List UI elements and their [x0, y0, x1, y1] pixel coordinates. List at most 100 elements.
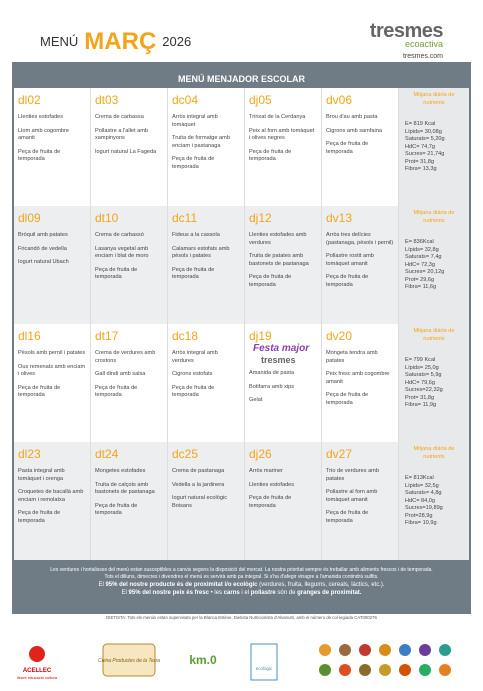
- day-label: dv27: [326, 447, 353, 461]
- note-segment: 95% del nostre peix és fresc: [128, 590, 209, 597]
- day-cell: dl02 Llenties estofades Llom amb cogombre …: [14, 88, 91, 206]
- nutrient: Fibra= 11,9g: [405, 402, 437, 409]
- year: 2026: [162, 34, 192, 49]
- brand-name: tresmes: [369, 20, 444, 42]
- dish: Crema de verdures amb crostons: [95, 350, 156, 364]
- week-row: dl16 Pèsols amb pernil i patates Ous remen…: [14, 324, 469, 442]
- day-label: dv06: [326, 93, 353, 107]
- day-cell: dt10 Crema de carbassó Lasanya vegetal amb…: [91, 206, 168, 324]
- day-cell: dj19 Festa major tresmes Amanida de pasta Bo…: [245, 324, 322, 442]
- day-cell: dj05 Trinxat de la Cerdanya Peix al forn a…: [245, 88, 322, 206]
- dish: Mongeta tendra amb patates: [326, 350, 378, 364]
- day-label: dc18: [172, 329, 199, 343]
- note-segment: i el: [239, 590, 251, 597]
- dish: Peça de fruita de temporada: [172, 266, 215, 281]
- day-cell: dj26 Arròs mariner Llenties estofades Peça …: [245, 442, 322, 560]
- dish: Fideus a la cassola: [172, 232, 220, 239]
- note: Tots el dilluns, dimecres i divendres el…: [22, 574, 461, 581]
- day-label: dt17: [95, 329, 119, 343]
- nutrient: E= 799 Kcal: [405, 357, 436, 364]
- note-segment: El: [98, 582, 106, 588]
- nutrient: Lípids= 30,08g: [405, 128, 442, 135]
- dish: Peça de fruita de temporada: [18, 148, 61, 163]
- dish: Gelat: [249, 397, 263, 404]
- dish: Peça de fruita de temporada: [326, 510, 369, 524]
- dish: Croquetes de bacallà amb enciam i remola…: [18, 489, 84, 503]
- day-cell: dv06 Brou d'au amb pasta Cigrons amb samfa…: [322, 88, 399, 206]
- day-label: dv20: [326, 329, 353, 343]
- logo-icon: [250, 643, 278, 681]
- note-segment: • les: [208, 590, 224, 597]
- nutrient: Fibra= 10,9g: [405, 520, 437, 527]
- note: Les verdures i hortalisses del menú esta…: [22, 567, 461, 574]
- nutrient: Sucres= 20,12g: [405, 269, 445, 276]
- nutrient: Lípids= 25,0g: [405, 364, 439, 371]
- dish: Fricandó de vedella: [18, 245, 67, 252]
- note-segment: 95% del nostre producte és de proximitat…: [105, 582, 258, 588]
- dish: Crema de pastanaga: [172, 468, 225, 475]
- title: MENÚ MARÇ 2026: [40, 28, 191, 56]
- dish: Calamars estofats amb pèsols i patates: [172, 245, 230, 260]
- dish: Arròs tres delícies (pastanaga, pèsols i…: [326, 232, 394, 246]
- note-segment: són de: [275, 590, 298, 597]
- dish: Crema de carbassó: [95, 232, 144, 239]
- nutrient: Saturats= 4,8g: [405, 490, 442, 497]
- day-label: dt24: [95, 447, 119, 461]
- nutrient: E= 836Kcal: [405, 239, 434, 246]
- dish: Peça de fruita de temporada: [172, 156, 215, 170]
- day-cell: dc25 Crema de pastanaga Vedella a la jardi…: [168, 442, 245, 560]
- dish: Arròs integral amb tomàquet: [172, 114, 218, 128]
- dish: Peix fresc amb cogombre amanit: [326, 371, 390, 385]
- dish: Brou d'au amb pasta: [326, 114, 378, 121]
- day-cell: dt24 Mongetes estofades Truita de calçots …: [91, 442, 168, 560]
- dish: Pèsols amb pernil i patates: [18, 350, 86, 357]
- day-label: dc04: [172, 93, 199, 107]
- note-segment: pollastre: [250, 590, 276, 597]
- logo-text: km.0: [189, 653, 217, 667]
- note: El 95% del nostre peix és fresc • les ca…: [22, 589, 461, 597]
- menu-table: MENÚ MENJADOR ESCOLAR dl02 Llenties estof…: [12, 62, 471, 562]
- day-label: dt10: [95, 211, 119, 225]
- table-title: MENÚ MENJADOR ESCOLAR: [177, 74, 305, 84]
- dish: Cigrons estofats: [172, 371, 213, 378]
- nutrients-cell: Mitjana diària de nutrients E= 836Kcal Líp…: [399, 206, 469, 324]
- footer-notes: Les verdures i hortalisses del menú esta…: [12, 562, 471, 614]
- dish: Lasanya vegetal amb enciam i blat de mor…: [95, 245, 149, 260]
- day-label: dc25: [172, 447, 199, 461]
- day-label: dt03: [95, 93, 119, 107]
- day-label: dl16: [18, 329, 41, 343]
- day-cell: dj12 Llenties estofades amb verdures Truit…: [245, 206, 322, 324]
- day-label: dj05: [249, 93, 272, 107]
- dish: Peça de fruita de temporada: [18, 384, 61, 399]
- day-label: dl09: [18, 211, 41, 225]
- nutrient: Prot= 29,6g: [405, 276, 435, 283]
- dish: Pollastre a l'allet amb xampinyons: [95, 127, 148, 142]
- dish: Trio de verdures amb patates: [326, 468, 379, 482]
- dish: Crema de carbassa: [95, 114, 144, 121]
- nutrient: Fibra= 13,3g: [405, 166, 437, 173]
- logo-text: ACELLEC: [23, 668, 52, 674]
- dish: Bròquil amb patates: [18, 232, 68, 239]
- nutrient: Saturats= 7,4g: [405, 254, 442, 261]
- day-label: dj26: [249, 447, 272, 461]
- logo-text: lleure educació cultura: [17, 675, 58, 680]
- nutrient: HdC= 79,6g: [405, 379, 436, 386]
- nutrient: E= 813Kcal: [405, 475, 434, 482]
- dish: Peça de fruita de temporada: [326, 274, 369, 288]
- day-cell: dc04 Arròs integral amb tomàquet Truita de…: [168, 88, 245, 206]
- day-cell: dv27 Trio de verdures amb patates Pollastr…: [322, 442, 399, 560]
- note-segment: Les verdures i hortalisses del menú esta…: [50, 567, 433, 573]
- nutrients-title: Mitjana diària de nutrients: [413, 210, 455, 224]
- day-label: dv13: [326, 211, 353, 225]
- dish: Truita de patates amb bastonets de pasta…: [249, 253, 309, 267]
- dish: Llom amb cogombre amanit: [18, 127, 69, 142]
- day-cell: dt03 Crema de carbassa Pollastre a l'allet…: [91, 88, 168, 206]
- day-label: dl23: [18, 447, 41, 461]
- day-cell: dc18 Arròs integral amb verdures Cigrons e…: [168, 324, 245, 442]
- website[interactable]: tresmes.com: [402, 53, 443, 60]
- logo-icon: [102, 643, 156, 677]
- day-label: dj12: [249, 211, 272, 225]
- nutrient: Prot= 31,8g: [405, 394, 435, 401]
- logo-text: Cuina Productes de la Terra: [98, 658, 160, 664]
